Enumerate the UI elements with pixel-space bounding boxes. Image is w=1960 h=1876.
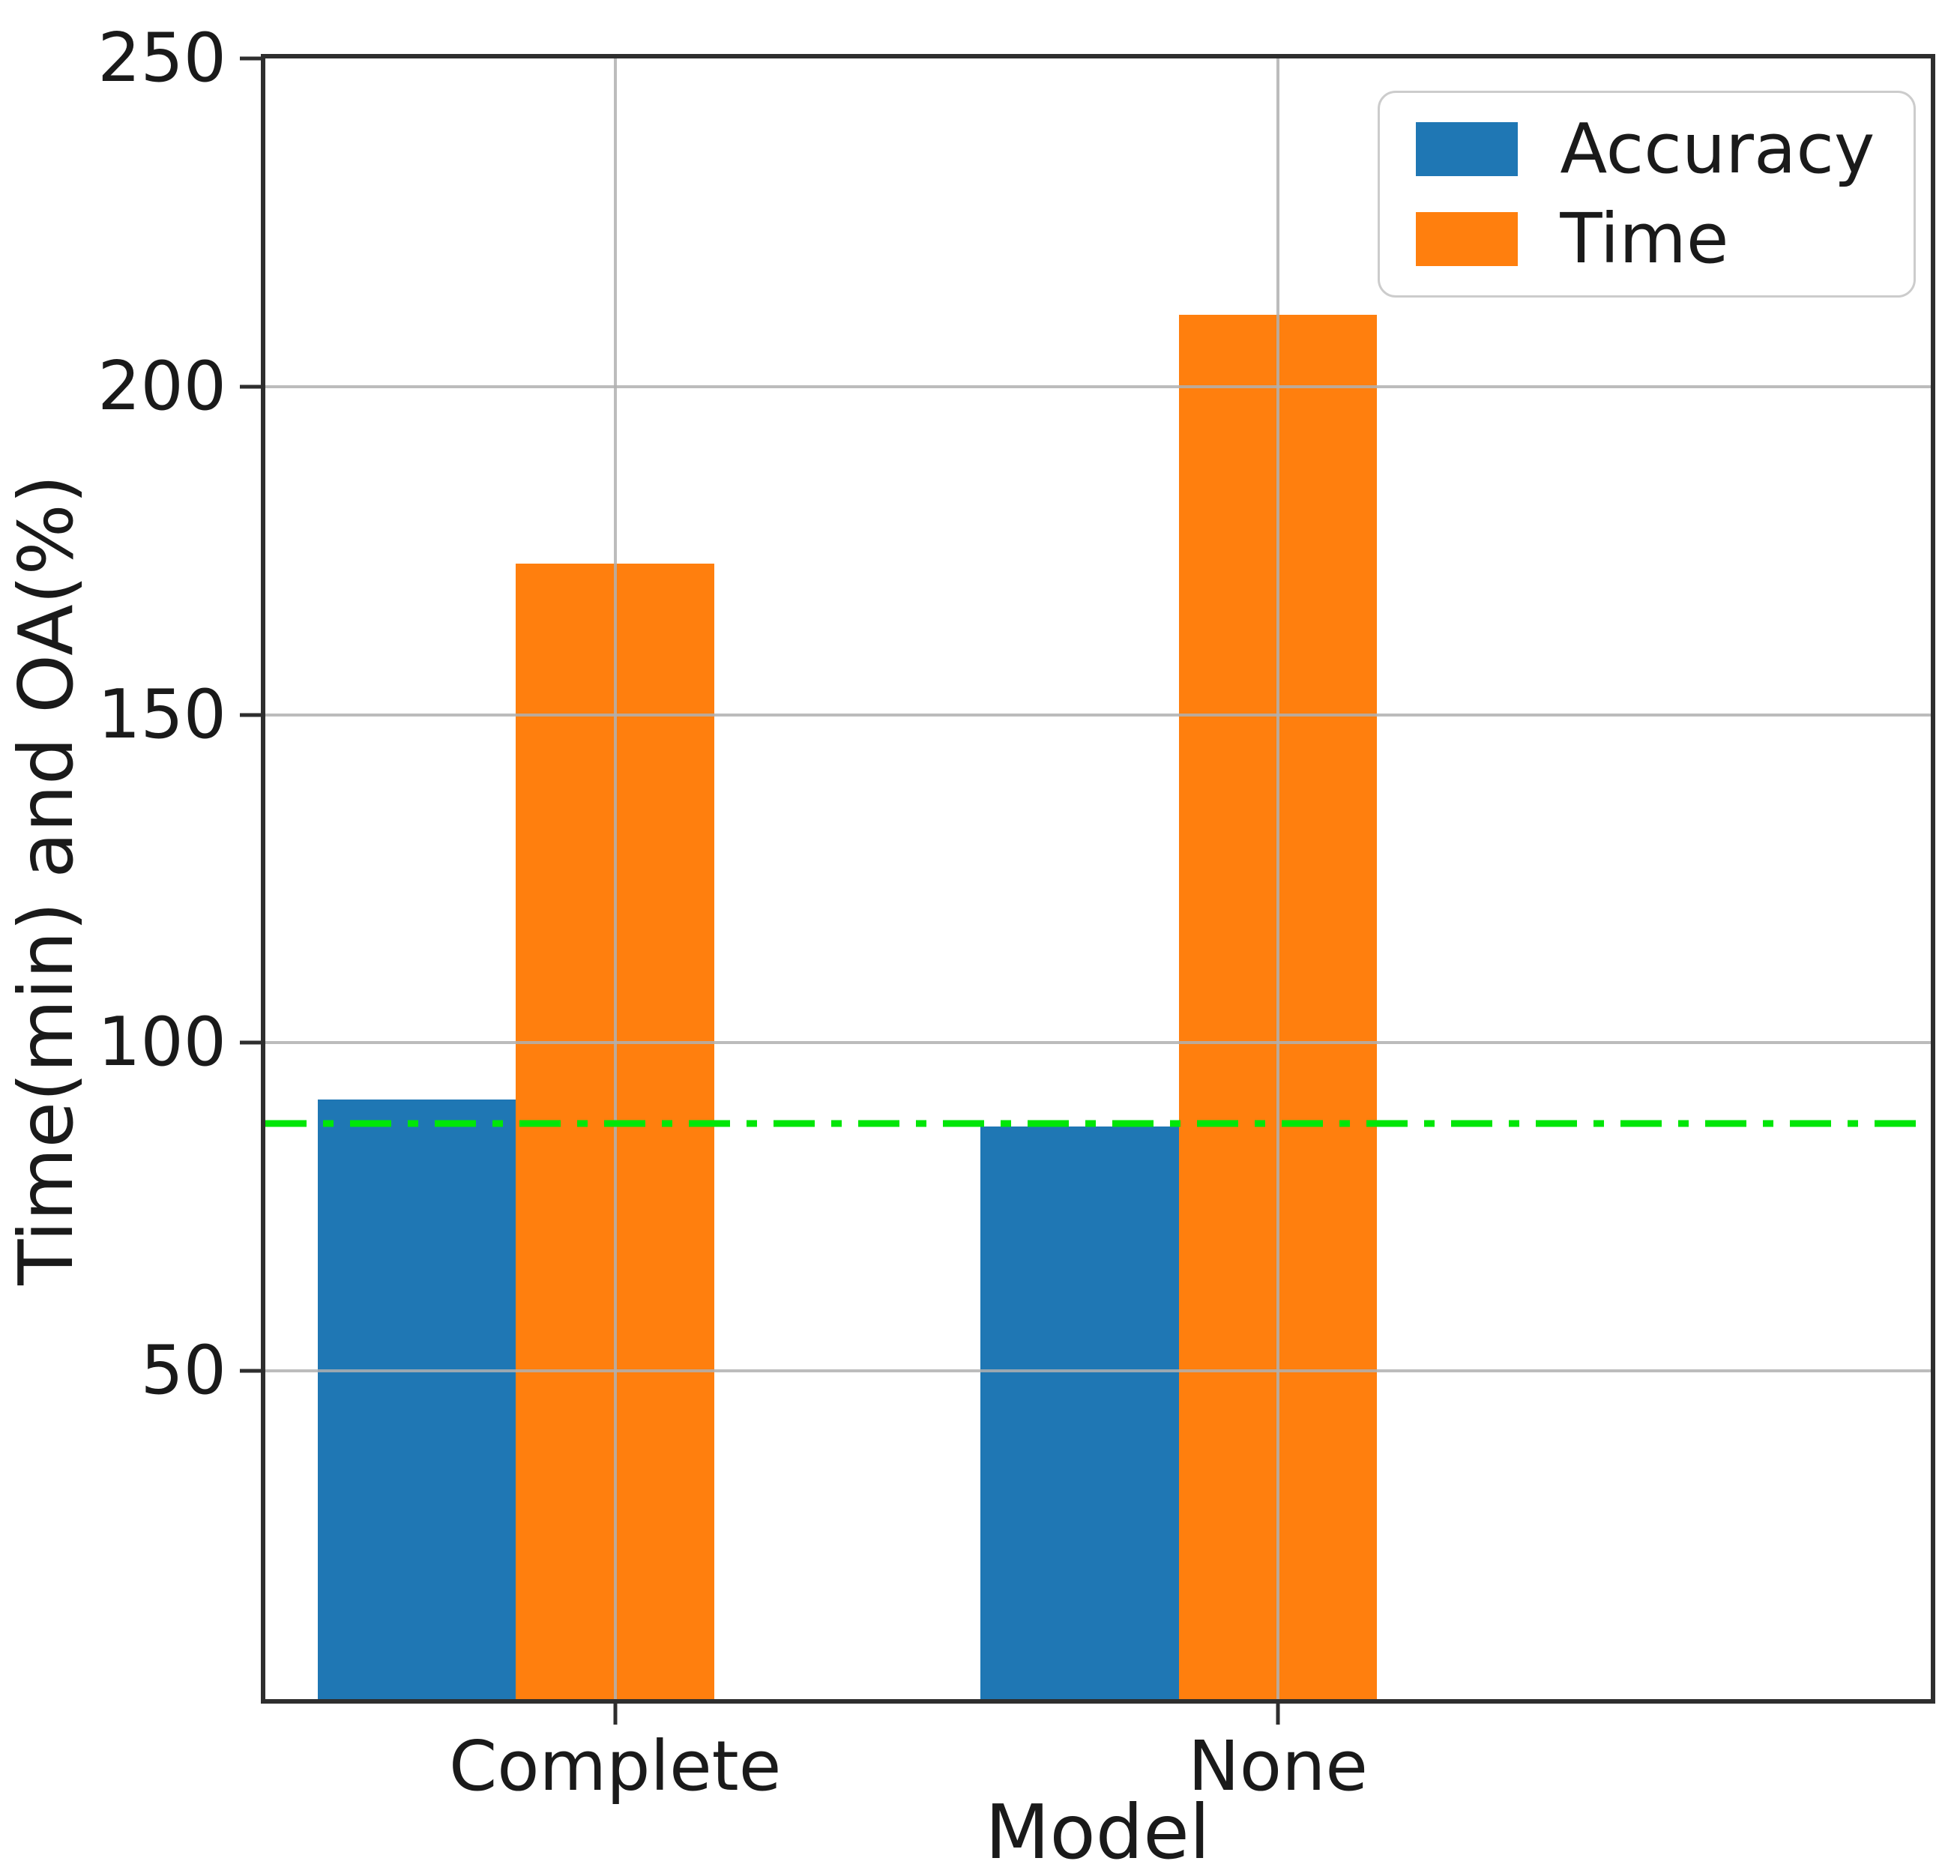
y-tick-label-200: 200 (97, 346, 227, 426)
y-gridline-150 (265, 713, 1932, 717)
legend-label-time: Time (1560, 199, 1729, 280)
x-tick-complete (613, 1703, 618, 1725)
y-tick-label-50: 50 (140, 1331, 227, 1411)
legend: Accuracy Time (1378, 91, 1917, 298)
y-tick-label-100: 100 (97, 1003, 227, 1082)
legend-label-accuracy: Accuracy (1560, 108, 1875, 189)
y-tick-100 (240, 1040, 262, 1045)
legend-item-time: Time (1416, 205, 1914, 274)
y-tick-200 (240, 384, 262, 389)
y-tick-150 (240, 713, 262, 717)
x-gridline-none (1276, 58, 1279, 1699)
x-tick-label-none: None (1187, 1725, 1369, 1806)
y-axis-label: Time(min) and OA(%) (2, 474, 90, 1285)
plot-area: 50 100 150 200 250 Complete None (97, 25, 1936, 1800)
y-tick-250 (240, 56, 262, 61)
accuracy-swatch (1416, 121, 1519, 176)
x-tick-none (1276, 1703, 1280, 1725)
y-tick-label-250: 250 (97, 19, 227, 98)
time-swatch (1416, 212, 1519, 267)
x-axis-label: Model (985, 1788, 1210, 1876)
y-gridline-100 (265, 1041, 1932, 1045)
x-gridline-complete (613, 58, 617, 1699)
x-tick-label-complete: Complete (448, 1725, 782, 1806)
legend-item-accuracy: Accuracy (1416, 108, 1914, 189)
reference-line (265, 1120, 1932, 1127)
bar-accuracy-complete (318, 1099, 516, 1699)
y-gridline-200 (265, 384, 1932, 388)
y-gridline-50 (265, 1369, 1932, 1373)
y-tick-label-150: 150 (97, 675, 227, 754)
y-tick-50 (240, 1369, 262, 1373)
bar-accuracy-none (980, 1126, 1179, 1699)
